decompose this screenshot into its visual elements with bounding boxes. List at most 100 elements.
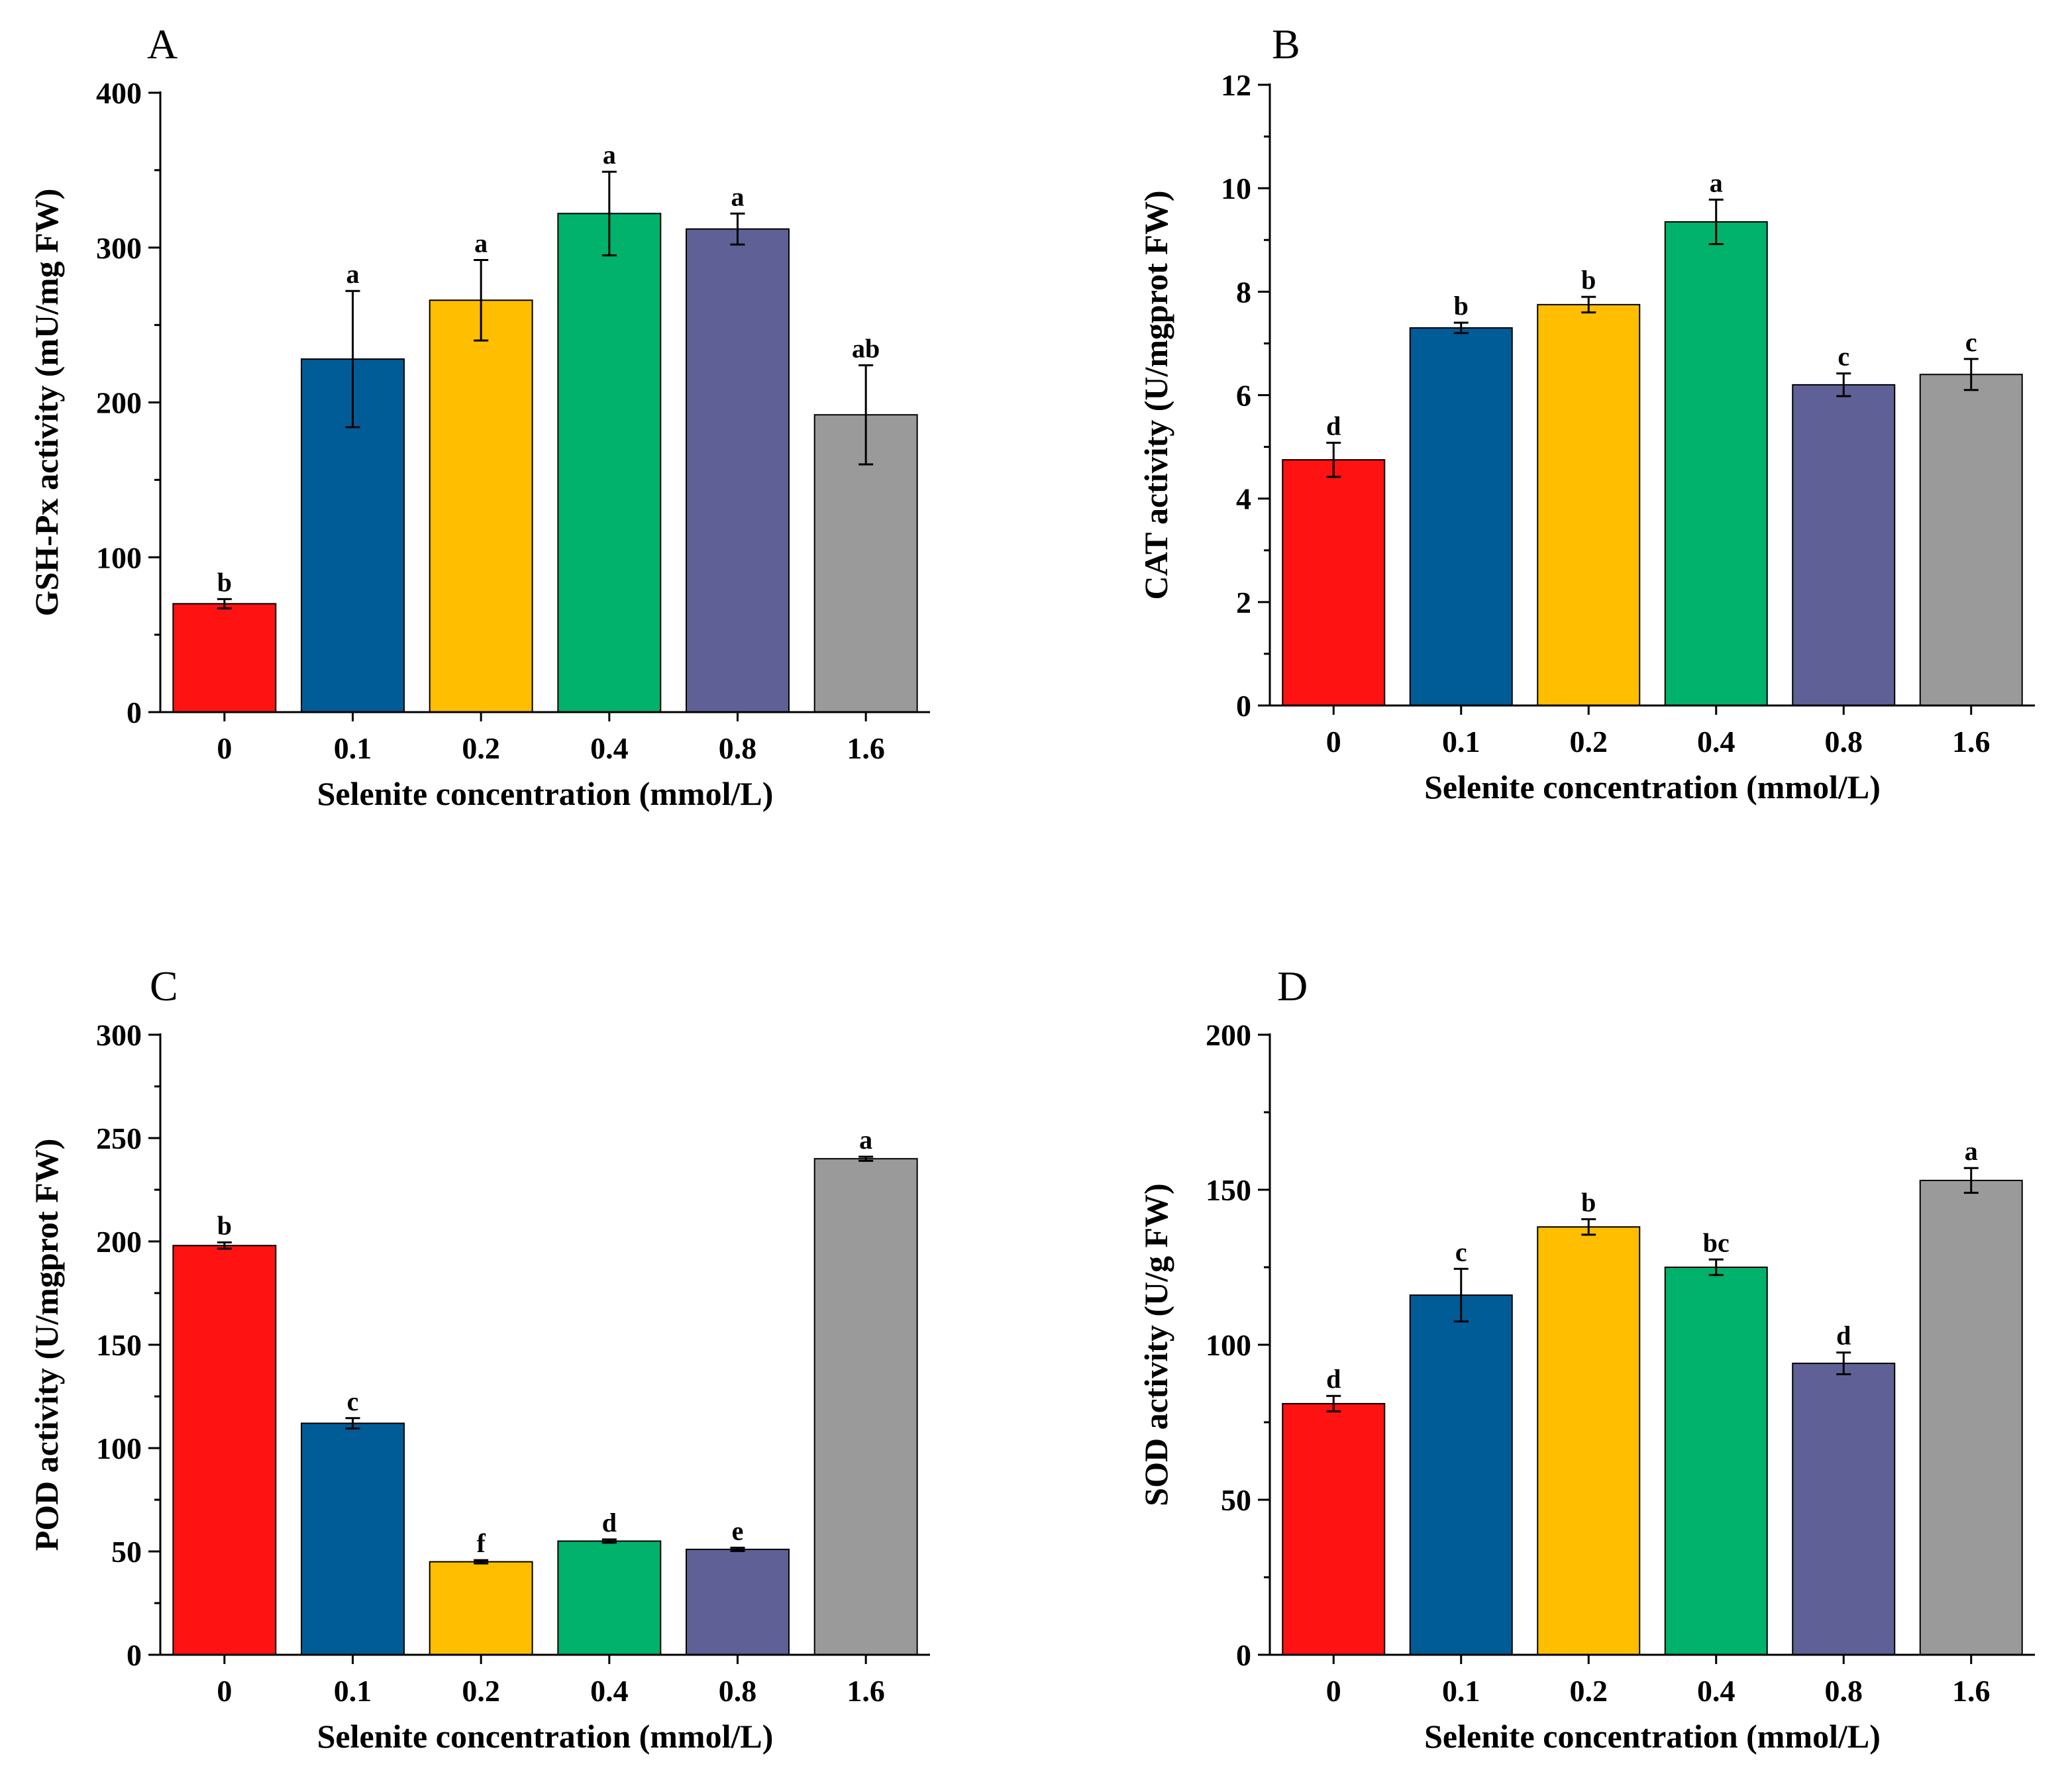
significance-letter: c [1965,327,1977,357]
error-bar [1836,372,1851,397]
x-tick-label: 0 [1326,1674,1341,1708]
x-tick-label: 0.4 [1697,725,1735,758]
panel-label: C [150,963,178,1010]
error-bar [1581,295,1596,314]
bar [429,299,533,713]
x-tick-label: 1.6 [1952,725,1991,758]
y-tick-label: 200 [96,386,142,420]
y-tick-label: 8 [1236,275,1251,309]
x-tick-label: 0.8 [719,1674,757,1708]
bar [1537,1226,1641,1656]
x-tick-label: 0.4 [1697,1674,1735,1708]
significance-letter: e [732,1516,744,1545]
panel-d-sod-chart: Dd 0 c 0.1 b 0.2 bc 0.4 d 0.8 a 1.6 0 50 100 150 200 Sele… [1137,963,2035,1755]
bar [813,1158,918,1655]
y-tick-label: 50 [111,1535,142,1569]
x-axis-title: Selenite concentration (mmol/L) [317,1718,774,1755]
significance-letter: a [474,228,488,258]
significance-letter: d [1326,411,1341,441]
error-bar [1708,198,1724,245]
y-axis-title: SOD activity (U/g FW) [1137,1183,1174,1506]
y-tick-label: 300 [96,1018,142,1052]
bar [172,1245,277,1655]
error-bar [1963,1167,1979,1194]
error-bar [217,598,232,609]
significance-letter: d [1326,1364,1341,1394]
bar [1664,221,1768,706]
y-tick-label: 100 [96,541,142,574]
error-bar [1836,1351,1851,1375]
bar [1282,1402,1386,1655]
error-bar [1326,1394,1341,1413]
x-tick-label: 0.8 [719,731,757,765]
error-bar [345,289,360,429]
panel-label: D [1277,963,1308,1010]
error-bar [1708,1258,1724,1277]
significance-letter: a [346,259,360,289]
panel-a-gsh-px-chart: Ab 0 a 0.1 a 0.2 a 0.4 a 0.8 ab 1.6 0 100 200 300 400 Sel… [28,21,930,812]
x-tick-label: 0.1 [1442,725,1480,758]
significance-letter: c [1838,342,1849,372]
error-bar [1963,358,1979,392]
y-tick-label: 2 [1236,586,1251,619]
y-tick-label: 4 [1236,482,1251,516]
bar [686,228,790,713]
error-bar [345,1417,360,1430]
x-axis-title: Selenite concentration (mmol/L) [1424,768,1881,806]
error-bar [474,1559,489,1565]
y-tick-label: 300 [96,231,142,265]
x-tick-label: 1.6 [847,1674,885,1708]
bar [1282,459,1386,707]
bar [557,1540,662,1655]
significance-letter: b [217,567,232,597]
error-bar [1453,1267,1469,1323]
panel-label: A [147,21,178,68]
y-axis-title: POD activity (U/mgprot FW) [28,1139,65,1551]
bar [1919,374,2023,706]
significance-letter: a [731,182,745,211]
significance-letter: a [859,1125,872,1155]
significance-letter: c [347,1386,359,1416]
x-axis-title: Selenite concentration (mmol/L) [1424,1718,1881,1755]
bar [301,1422,405,1656]
error-bar [858,364,874,466]
error-bar [1326,441,1341,478]
error-bar [858,1155,874,1162]
x-tick-label: 0.8 [1825,725,1863,758]
significance-letter: c [1455,1237,1467,1267]
y-tick-label: 150 [1206,1173,1251,1207]
significance-letter: a [603,140,616,170]
x-tick-label: 0.8 [1825,1674,1863,1708]
y-tick-label: 0 [1236,689,1251,723]
x-tick-label: 0.1 [334,731,372,765]
bar [1537,303,1641,706]
y-tick-label: 0 [127,696,142,729]
y-tick-label: 0 [127,1638,142,1672]
x-tick-label: 0.1 [334,1674,372,1708]
error-bar [474,258,489,342]
bar [1792,384,1896,707]
significance-letter: f [477,1528,486,1558]
significance-letter: bc [1703,1228,1730,1257]
y-tick-label: 150 [96,1328,142,1362]
significance-letter: b [217,1211,232,1241]
significance-letter: ab [852,333,880,363]
bar [172,603,277,713]
error-bar [601,170,617,256]
significance-letter: d [602,1508,617,1538]
significance-letter: a [1710,168,1723,197]
y-tick-label: 100 [96,1432,142,1465]
y-tick-label: 400 [96,76,142,110]
x-tick-label: 0.4 [590,731,629,765]
y-tick-label: 0 [1236,1638,1251,1672]
x-tick-label: 0.2 [1570,1674,1608,1708]
bar [1664,1267,1768,1655]
x-tick-label: 0.2 [462,731,500,765]
bar [429,1561,533,1656]
bar [686,1548,790,1655]
x-tick-label: 1.6 [847,731,885,765]
y-tick-label: 10 [1221,172,1251,205]
y-tick-label: 200 [1206,1018,1251,1052]
bar [1919,1179,2023,1655]
error-bar [601,1538,617,1544]
